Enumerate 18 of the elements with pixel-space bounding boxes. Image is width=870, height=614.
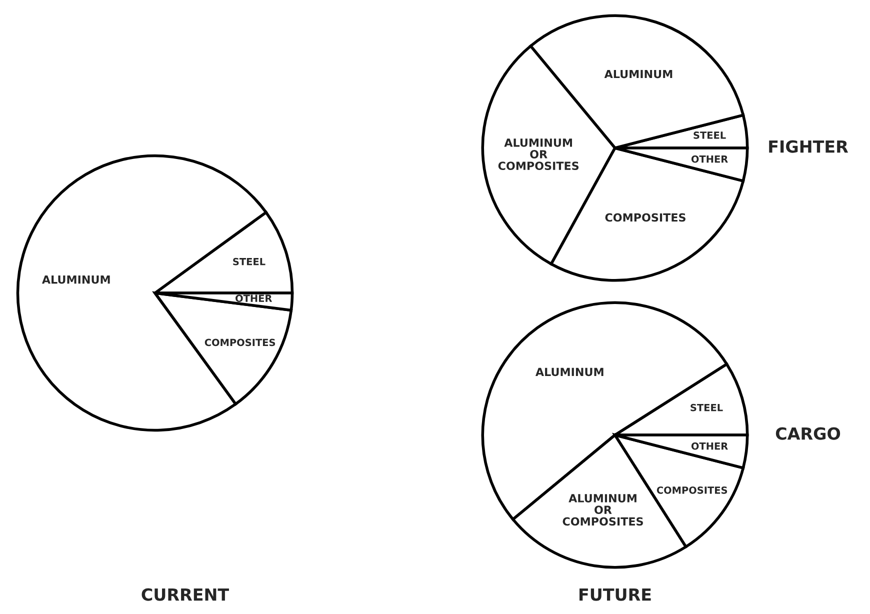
slice-label: OTHER: [691, 442, 728, 450]
text: FIGHTER: [769, 140, 848, 153]
slice-label: STEEL: [233, 258, 266, 266]
slice-label: STEEL: [690, 404, 723, 412]
text: CURRENT: [142, 588, 229, 601]
slice-label: ALUMINUM: [604, 70, 672, 78]
text: CARGO: [776, 427, 840, 440]
slice-label: COMPOSITES: [204, 338, 276, 346]
slice-label: OTHER: [691, 155, 728, 163]
slice-label: STEEL: [694, 132, 726, 139]
slice-label: COMPOSITES: [605, 213, 686, 222]
text: FUTURE: [580, 588, 651, 601]
slice-label: ALUMINUM OR COMPOSITES: [498, 138, 579, 170]
slice-label: ALUMINUM: [42, 276, 110, 284]
slice-label: COMPOSITES: [656, 486, 728, 494]
slice-label: OTHER: [236, 294, 272, 302]
slice-label: ALUMINUM: [536, 368, 604, 376]
slice-label: ALUMINUM OR COMPOSITES: [562, 494, 643, 526]
